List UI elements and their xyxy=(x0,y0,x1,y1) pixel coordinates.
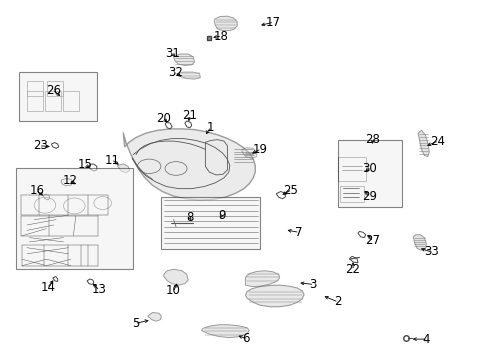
Bar xyxy=(27,91,43,111)
Text: 16: 16 xyxy=(29,184,44,197)
Text: 21: 21 xyxy=(182,109,197,122)
Text: 32: 32 xyxy=(168,66,183,79)
Text: 4: 4 xyxy=(422,333,429,346)
Polygon shape xyxy=(417,130,428,157)
Polygon shape xyxy=(173,54,194,66)
Text: 31: 31 xyxy=(164,47,179,60)
Polygon shape xyxy=(242,148,256,158)
Bar xyxy=(19,72,97,121)
Text: 28: 28 xyxy=(365,133,379,146)
Bar xyxy=(45,91,61,111)
Text: 18: 18 xyxy=(213,30,228,42)
Bar xyxy=(27,81,43,96)
Text: 23: 23 xyxy=(33,139,47,152)
Text: 33: 33 xyxy=(423,246,438,258)
Bar xyxy=(339,186,364,202)
Text: 20: 20 xyxy=(156,112,171,125)
Polygon shape xyxy=(412,235,426,250)
Text: 15: 15 xyxy=(78,158,93,171)
Bar xyxy=(47,81,62,96)
Text: 9: 9 xyxy=(217,209,225,222)
Polygon shape xyxy=(245,285,304,307)
Text: 7: 7 xyxy=(294,226,302,239)
Bar xyxy=(337,157,366,181)
Text: 17: 17 xyxy=(265,16,280,29)
Text: 12: 12 xyxy=(62,174,77,187)
Text: 29: 29 xyxy=(361,190,376,203)
Text: 2: 2 xyxy=(333,295,341,308)
Bar xyxy=(338,140,401,207)
Polygon shape xyxy=(147,312,161,321)
Polygon shape xyxy=(163,269,188,285)
Text: 10: 10 xyxy=(166,284,181,297)
Polygon shape xyxy=(201,325,249,338)
Text: 3: 3 xyxy=(308,278,316,291)
Text: 25: 25 xyxy=(283,184,298,197)
Bar xyxy=(161,197,260,249)
Text: 8: 8 xyxy=(185,211,193,224)
Text: 6: 6 xyxy=(241,332,249,345)
Text: 5: 5 xyxy=(132,317,140,330)
Bar xyxy=(16,168,133,269)
Text: 24: 24 xyxy=(429,135,444,148)
Text: 27: 27 xyxy=(365,234,379,247)
Polygon shape xyxy=(214,16,237,31)
Text: 26: 26 xyxy=(46,84,61,97)
Text: 1: 1 xyxy=(206,121,214,134)
Text: 13: 13 xyxy=(91,283,106,296)
Polygon shape xyxy=(117,164,129,173)
Polygon shape xyxy=(123,129,255,200)
Bar xyxy=(63,91,79,111)
Text: 14: 14 xyxy=(41,281,55,294)
Polygon shape xyxy=(245,271,279,287)
Text: 22: 22 xyxy=(345,263,360,276)
Text: 30: 30 xyxy=(361,162,376,175)
Polygon shape xyxy=(178,72,200,79)
Text: 19: 19 xyxy=(252,143,267,156)
Text: 11: 11 xyxy=(105,154,120,167)
